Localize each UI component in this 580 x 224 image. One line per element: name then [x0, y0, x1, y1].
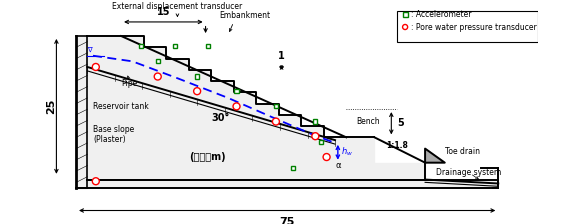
Circle shape	[194, 88, 201, 95]
Bar	[274, 104, 278, 108]
Text: $\nabla$: $\nabla$	[87, 46, 93, 54]
Text: 5: 5	[397, 118, 404, 128]
Circle shape	[323, 153, 330, 161]
Text: α: α	[335, 161, 340, 170]
Text: (単位：m): (単位：m)	[188, 152, 225, 162]
Text: Base slope
(Plaster): Base slope (Plaster)	[93, 125, 134, 144]
Bar	[397, 11, 538, 42]
Text: 1: 1	[278, 51, 285, 61]
Text: External displacement transducer: External displacement transducer	[113, 2, 242, 11]
Text: 1:1.8: 1:1.8	[386, 141, 408, 150]
Bar	[139, 44, 143, 48]
Circle shape	[154, 73, 161, 80]
Bar	[155, 59, 160, 63]
Bar	[195, 74, 200, 79]
Bar	[291, 166, 295, 170]
Text: Drainage system: Drainage system	[436, 168, 502, 177]
Bar	[403, 12, 408, 17]
Bar	[319, 140, 323, 144]
Circle shape	[233, 103, 240, 110]
Polygon shape	[425, 149, 445, 163]
Polygon shape	[76, 36, 498, 188]
Bar	[234, 89, 238, 93]
Circle shape	[92, 178, 99, 185]
Text: 30°: 30°	[211, 113, 230, 123]
Text: Bench: Bench	[357, 117, 380, 126]
Polygon shape	[76, 36, 88, 188]
Bar	[206, 44, 211, 48]
Text: 75: 75	[280, 217, 295, 224]
Circle shape	[273, 118, 280, 125]
Text: Reservoir tank: Reservoir tank	[93, 102, 148, 111]
Circle shape	[403, 24, 408, 30]
Circle shape	[312, 133, 319, 140]
Text: : Accelerometer: : Accelerometer	[411, 10, 472, 19]
Text: : Pore water pressure transducer: : Pore water pressure transducer	[411, 22, 536, 32]
Text: 15: 15	[157, 7, 170, 17]
Text: Embankment: Embankment	[219, 11, 270, 20]
Bar	[172, 44, 177, 48]
Bar	[313, 119, 317, 124]
Text: 25: 25	[46, 99, 56, 114]
Text: Pipe: Pipe	[121, 79, 137, 88]
Text: $h_w$: $h_w$	[340, 145, 353, 158]
Text: Toe drain: Toe drain	[445, 147, 480, 156]
Circle shape	[92, 63, 99, 71]
